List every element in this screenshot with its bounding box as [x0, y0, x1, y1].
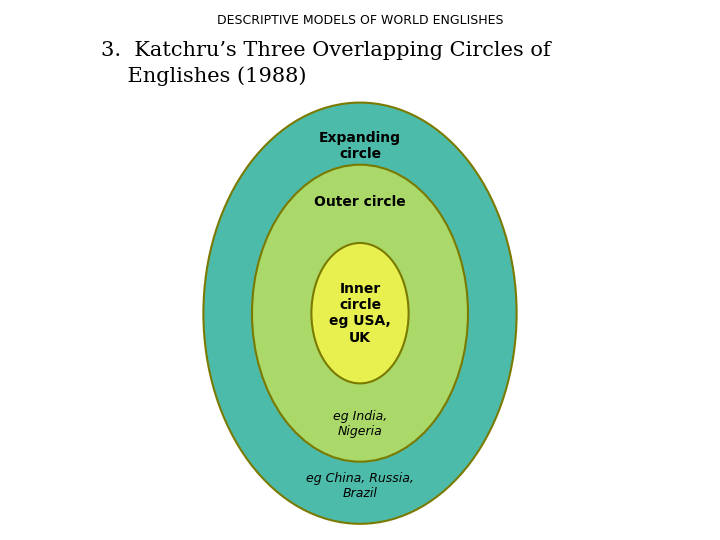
Ellipse shape [252, 165, 468, 462]
Text: eg India,
Nigeria: eg India, Nigeria [333, 410, 387, 438]
Text: eg China, Russia,
Brazil: eg China, Russia, Brazil [306, 472, 414, 500]
Text: 3.  Katchru’s Three Overlapping Circles of: 3. Katchru’s Three Overlapping Circles o… [101, 40, 550, 59]
Ellipse shape [203, 103, 517, 524]
Text: Outer circle: Outer circle [314, 195, 406, 210]
Ellipse shape [311, 243, 409, 383]
Text: Inner
circle
eg USA,
UK: Inner circle eg USA, UK [329, 282, 391, 345]
Text: Englishes (1988): Englishes (1988) [101, 66, 306, 85]
Text: DESCRIPTIVE MODELS OF WORLD ENGLISHES: DESCRIPTIVE MODELS OF WORLD ENGLISHES [217, 14, 503, 26]
Text: Expanding
circle: Expanding circle [319, 131, 401, 161]
